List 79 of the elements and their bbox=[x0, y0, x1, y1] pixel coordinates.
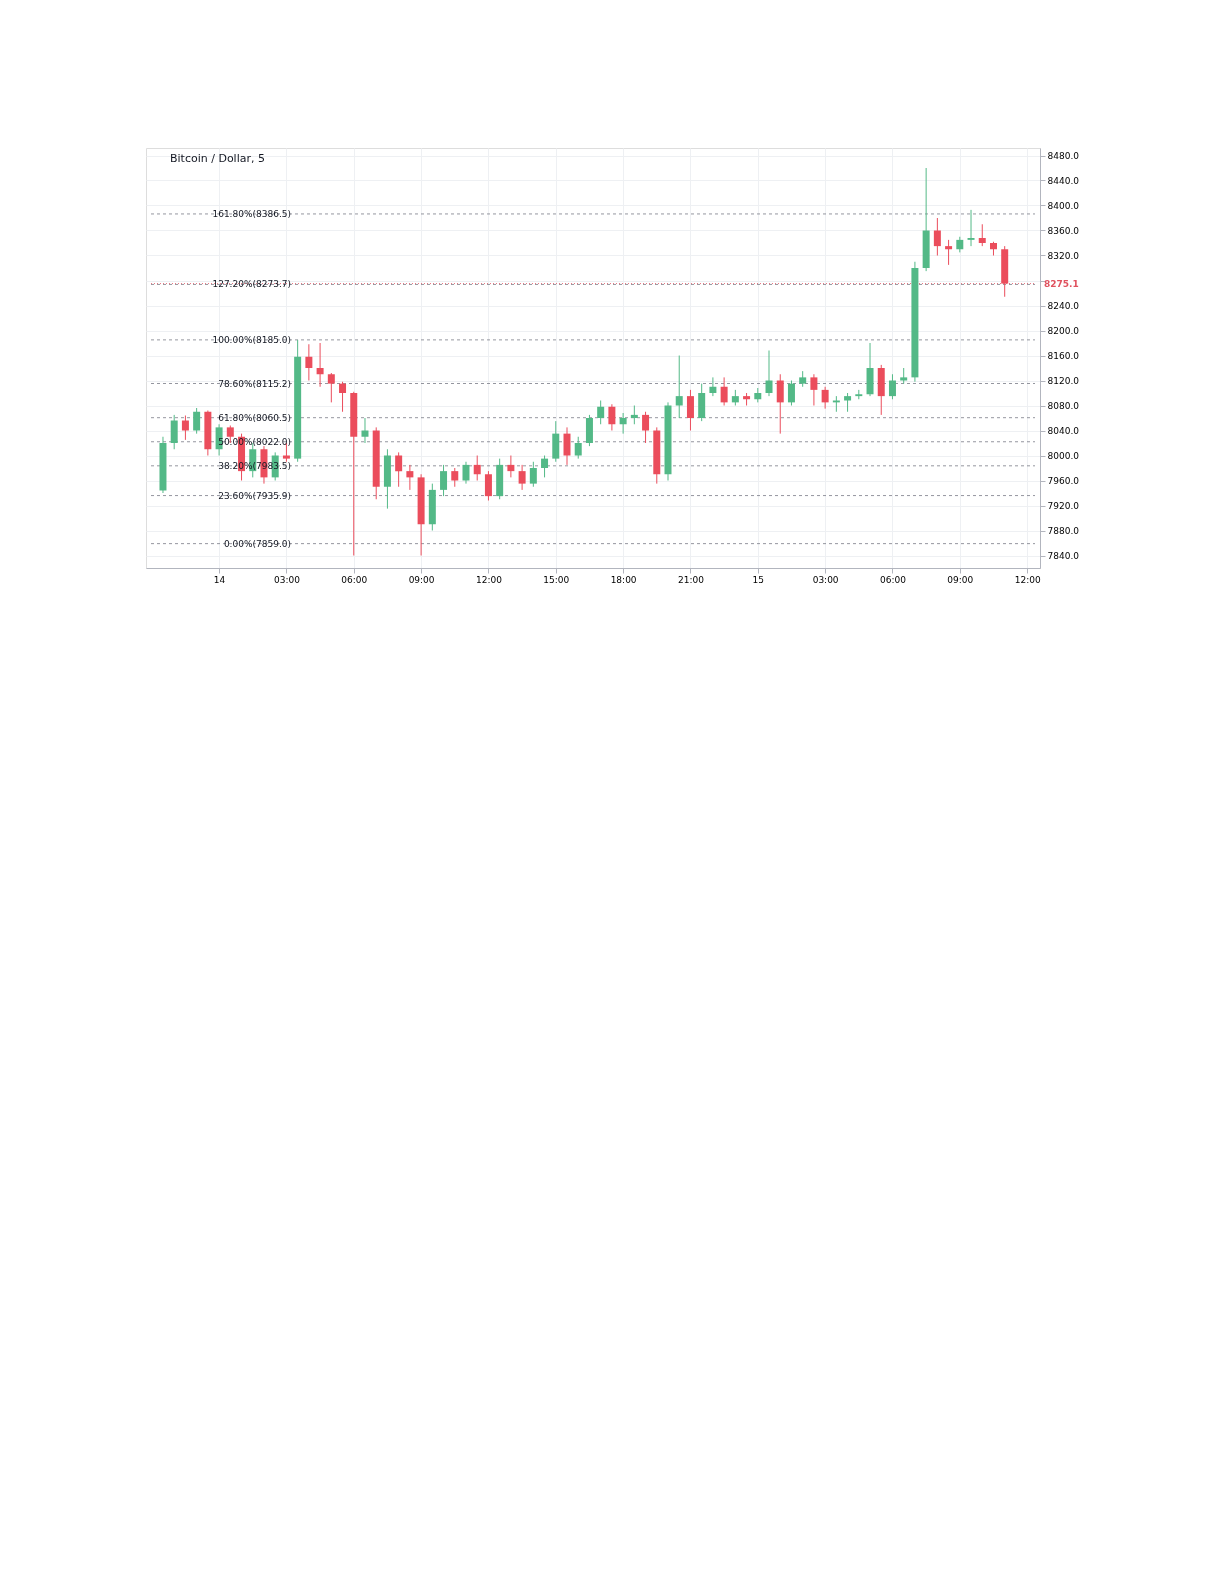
candlestick bbox=[563, 426, 571, 466]
candlestick bbox=[316, 342, 324, 388]
candlestick bbox=[170, 414, 178, 450]
ref-line-label: 61.80%(8060.5) bbox=[218, 412, 291, 423]
candlestick bbox=[967, 209, 975, 247]
x-tick-label: 06:00 bbox=[341, 574, 368, 585]
candlestick bbox=[462, 461, 470, 485]
candlestick bbox=[978, 223, 986, 247]
candlestick bbox=[776, 373, 784, 435]
x-tick-label: 03:00 bbox=[812, 574, 839, 585]
candlestick bbox=[361, 417, 369, 444]
y-tick-label: 8480.0 bbox=[1047, 151, 1080, 161]
y-tick-label: 8400.0 bbox=[1047, 201, 1080, 211]
candlestick bbox=[888, 373, 896, 400]
candlestick bbox=[406, 464, 414, 491]
candlestick bbox=[933, 217, 941, 256]
candlestick bbox=[541, 455, 549, 478]
y-tick-label: 7880.0 bbox=[1047, 526, 1080, 536]
ref-line-label: 127.20%(8273.7) bbox=[212, 279, 291, 290]
x-tick-label: 14 bbox=[213, 574, 226, 585]
y-tick-label: 8080.0 bbox=[1047, 401, 1080, 411]
candlestick bbox=[675, 355, 683, 419]
candlestick bbox=[720, 376, 728, 406]
candlestick bbox=[945, 239, 953, 266]
x-tick-label: 21:00 bbox=[677, 574, 705, 585]
x-tick-label: 09:00 bbox=[408, 574, 435, 585]
candlestick bbox=[181, 415, 189, 441]
x-tick-label: 09:00 bbox=[947, 574, 974, 585]
candlestick bbox=[630, 405, 638, 425]
candlestick bbox=[473, 455, 481, 481]
candlestick bbox=[395, 451, 403, 488]
y-tick-label: 8360.0 bbox=[1047, 226, 1080, 236]
candlestick bbox=[327, 372, 335, 403]
x-tick-label: 06:00 bbox=[880, 574, 907, 585]
candlestick bbox=[484, 470, 492, 501]
y-tick-label: 8120.0 bbox=[1047, 376, 1080, 386]
y-tick-label: 7960.0 bbox=[1047, 476, 1080, 486]
x-tick-label: 12:00 bbox=[475, 574, 503, 585]
y-tick-label: 8000.0 bbox=[1047, 451, 1080, 461]
candlestick bbox=[686, 389, 694, 431]
candlestick bbox=[821, 386, 829, 410]
y-tick-label: 8440.0 bbox=[1047, 176, 1080, 186]
y-tick-label: 8040.0 bbox=[1047, 426, 1080, 436]
x-tick-label: 15:00 bbox=[543, 574, 570, 585]
candlestick bbox=[844, 392, 852, 413]
candlestick bbox=[451, 467, 459, 488]
candlestick bbox=[193, 407, 201, 435]
ref-line-label: 23.60%(7935.9) bbox=[218, 490, 291, 501]
y-tick-label: 7840.0 bbox=[1047, 551, 1080, 561]
candlestick bbox=[709, 376, 717, 397]
y-tick-label: 7920.0 bbox=[1047, 501, 1080, 511]
y-tick-label: 8320.0 bbox=[1047, 251, 1080, 261]
x-tick-label: 03:00 bbox=[273, 574, 301, 585]
candlestick bbox=[507, 455, 515, 478]
candlestick bbox=[787, 380, 795, 406]
ref-line-label: 0.00%(7859.0) bbox=[223, 538, 291, 549]
chart-title: Bitcoin / Dollar, 5 bbox=[170, 152, 265, 165]
y-tick-label: 8240.0 bbox=[1047, 301, 1080, 311]
candlestick bbox=[440, 464, 448, 497]
candlestick bbox=[339, 381, 347, 413]
candlestick bbox=[619, 412, 627, 435]
candlestick bbox=[810, 373, 818, 406]
candlestick bbox=[305, 343, 313, 381]
y-tick-label: 8200.0 bbox=[1047, 326, 1080, 336]
ref-line-label: 161.80%(8386.5) bbox=[212, 208, 291, 219]
x-tick-label: 18:00 bbox=[610, 574, 637, 585]
candlestick bbox=[574, 436, 582, 460]
y-tick-label: 8160.0 bbox=[1047, 351, 1080, 361]
ref-line-label: 78.60%(8115.2) bbox=[218, 378, 291, 389]
x-tick-label: 15 bbox=[752, 574, 765, 585]
candlestick bbox=[765, 350, 773, 397]
candlestick bbox=[597, 400, 605, 425]
candlestick bbox=[642, 411, 650, 444]
x-tick-label: 12:00 bbox=[1014, 574, 1041, 585]
ref-line-label: 8275.1 bbox=[1044, 278, 1079, 289]
candlestick bbox=[608, 403, 616, 431]
candlestick bbox=[518, 464, 526, 491]
ref-line-label: 100.00%(8185.0) bbox=[212, 334, 291, 345]
candlestick bbox=[529, 461, 537, 488]
